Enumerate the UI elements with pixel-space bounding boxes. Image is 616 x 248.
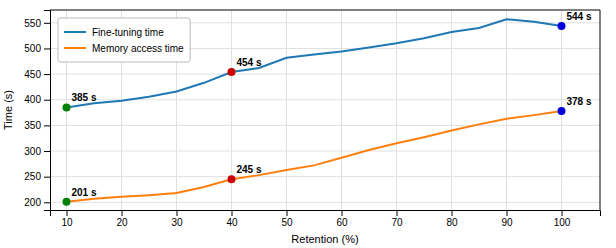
- grid-line-x: [506, 10, 507, 210]
- x-tick: 100: [554, 210, 571, 228]
- x-tick-label: 90: [501, 217, 513, 228]
- y-axis: 200 250 300 350 400 450 500 550: [24, 11, 50, 211]
- annotation-dot: [558, 22, 566, 30]
- annotation-label: 245 s: [237, 164, 262, 175]
- x-tick-label: 30: [171, 217, 183, 228]
- y-tick-label: 250: [24, 171, 41, 182]
- y-tick: 300: [24, 146, 50, 157]
- y-tick: 350: [24, 120, 50, 131]
- frame-top: [50, 10, 600, 11]
- y-tick-mark: [44, 23, 50, 24]
- y-tick: 500: [24, 43, 50, 54]
- x-tick-mark: [177, 210, 178, 216]
- legend-box: [58, 18, 190, 62]
- x-tick-label: 40: [226, 217, 238, 228]
- annotation-label: 454 s: [237, 57, 262, 68]
- y-tick: 400: [24, 94, 50, 105]
- legend: Fine-tuning time Memory access time: [58, 18, 190, 62]
- legend-item: Memory access time: [64, 43, 184, 54]
- annotation-label: 385 s: [72, 92, 97, 103]
- grid-line-x: [451, 10, 452, 210]
- x-tick: 10: [61, 210, 73, 228]
- annotation-dot: [228, 175, 236, 183]
- grid-line-x: [286, 10, 287, 210]
- y-tick-label: 200: [24, 197, 41, 208]
- x-axis-title: Retention (%): [291, 233, 358, 245]
- x-tick-label: 10: [61, 217, 73, 228]
- x-tick: 70: [391, 210, 403, 228]
- y-tick-label: 300: [24, 146, 41, 157]
- x-tick-mark: [287, 210, 288, 216]
- y-tick-mark: [44, 151, 50, 152]
- x-tick-mark: [397, 210, 398, 216]
- x-tick-mark: [232, 210, 233, 216]
- x-tick: 40: [226, 210, 238, 228]
- x-tick-label: 80: [446, 217, 458, 228]
- legend-item: Fine-tuning time: [64, 27, 164, 38]
- grid-line-x: [396, 10, 397, 210]
- x-tick: 20: [116, 210, 128, 228]
- series-line: [67, 111, 562, 202]
- grid-line-y: [50, 202, 600, 203]
- annotation-label: 378 s: [567, 96, 592, 107]
- x-axis: 10 20 30 40 50 60 70 80 90 100: [51, 210, 601, 228]
- x-tick-label: 70: [391, 217, 403, 228]
- x-tick-label: 20: [116, 217, 128, 228]
- y-tick-label: 400: [24, 94, 41, 105]
- series-line: [67, 19, 562, 107]
- y-tick-mark: [44, 48, 50, 49]
- annotation-dot: [63, 198, 71, 206]
- marks: [63, 19, 566, 206]
- annotation-label: 201 s: [72, 187, 97, 198]
- grid-line-x: [341, 10, 342, 210]
- legend-swatch: [64, 47, 86, 49]
- x-axis-line: [51, 211, 601, 217]
- x-tick-mark: [342, 210, 343, 216]
- y-tick: 250: [24, 171, 50, 182]
- y-tick-mark: [44, 177, 50, 178]
- chart: 10 20 30 40 50 60 70 80 90 100 200 250 300 350 400 450 5…: [0, 0, 616, 248]
- grid-line-y: [50, 176, 600, 177]
- x-tick-label: 60: [336, 217, 348, 228]
- x-tick: 50: [281, 210, 293, 228]
- legend-label: Memory access time: [92, 43, 184, 54]
- x-tick-mark: [452, 210, 453, 216]
- annotation-label: 544 s: [567, 11, 592, 22]
- plot: 10 20 30 40 50 60 70 80 90 100 200 250 300 350 400 450 5…: [24, 10, 600, 228]
- x-tick: 80: [446, 210, 458, 228]
- x-tick: 90: [501, 210, 513, 228]
- y-tick: 200: [24, 197, 50, 208]
- grid-line-y: [50, 151, 600, 152]
- x-tick: 60: [336, 210, 348, 228]
- grid: [50, 10, 600, 210]
- x-tick: 30: [171, 210, 183, 228]
- y-tick-label: 500: [24, 43, 41, 54]
- legend-items: Fine-tuning time Memory access time: [64, 27, 184, 54]
- x-tick-label: 50: [281, 217, 293, 228]
- x-tick-mark: [562, 210, 563, 216]
- y-axis-title: Time (s): [2, 90, 14, 130]
- grid-line-y: [50, 74, 600, 75]
- y-tick: 450: [24, 69, 50, 80]
- y-tick: 550: [24, 18, 50, 29]
- y-tick-label: 450: [24, 69, 41, 80]
- y-axis-line: [44, 11, 51, 211]
- frame-right: [600, 10, 601, 210]
- x-tick-label: 100: [554, 217, 571, 228]
- y-tick-label: 350: [24, 120, 41, 131]
- annotation-dot: [63, 103, 71, 111]
- y-tick-mark: [44, 202, 50, 203]
- x-tick-mark: [122, 210, 123, 216]
- x-tick-mark: [507, 210, 508, 216]
- grid-line-y: [50, 125, 600, 126]
- x-tick-mark: [67, 210, 68, 216]
- y-tick-mark: [44, 74, 50, 75]
- y-tick-mark: [44, 100, 50, 101]
- y-tick-mark: [44, 125, 50, 126]
- y-tick-label: 550: [24, 18, 41, 29]
- legend-swatch: [64, 31, 86, 33]
- legend-label: Fine-tuning time: [92, 27, 164, 38]
- annotation-dot: [558, 107, 566, 115]
- annotation-dot: [228, 68, 236, 76]
